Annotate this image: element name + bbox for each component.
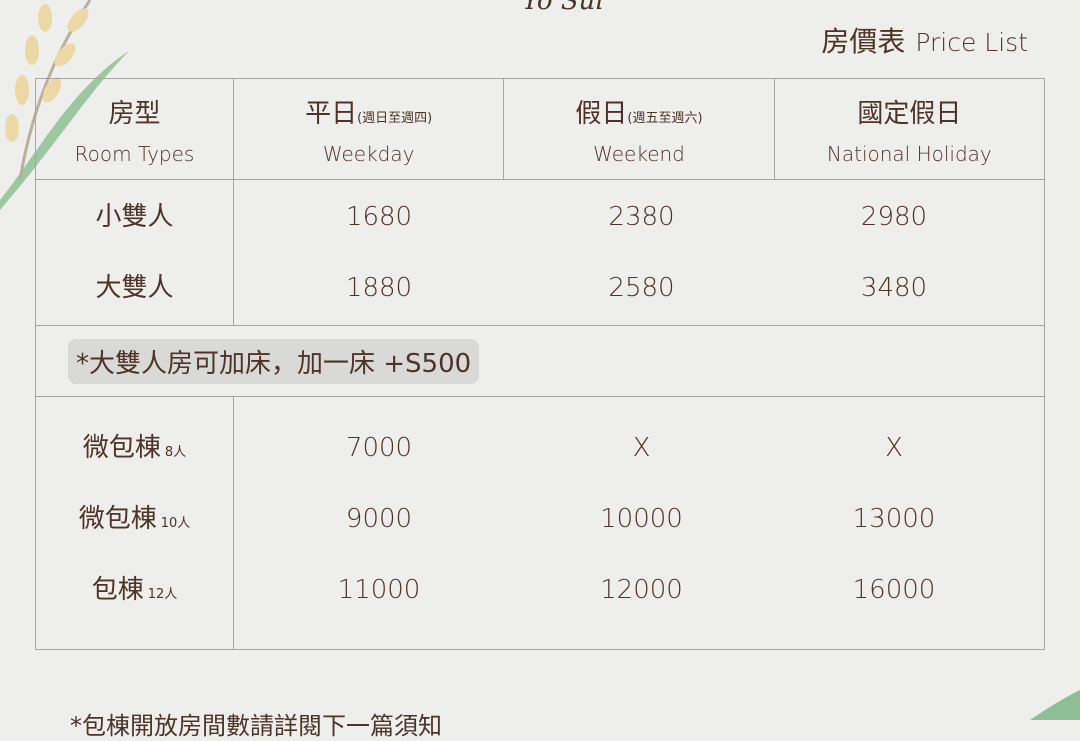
note-cell: *大雙人房可加床，加一床 +S500 — [35, 325, 1045, 397]
building-label: 包棟 — [91, 574, 144, 605]
room-name: 小雙人 — [95, 201, 174, 232]
header-weekday: 平日(週日至週四) Weekday — [232, 78, 505, 180]
header-en: Weekend — [593, 141, 685, 166]
price-weekend: 2380 — [608, 202, 675, 232]
price-holiday: 2980 — [860, 202, 928, 232]
building-label: 微包棟 — [78, 503, 157, 534]
header-sub: (週日至週四) — [357, 110, 433, 126]
logo: Yo Sui — [522, 0, 604, 16]
price-table: 房型 Room Types 平日(週日至週四) Weekday 假日(週五至週六) W… — [35, 78, 1046, 650]
building-name: 微包棟 10人 — [36, 484, 233, 555]
title-zh: 房價表 — [821, 25, 906, 58]
footer-note: *包棟開放房間數請詳閱下一篇須知 — [70, 712, 442, 740]
price-weekend: 10000 — [600, 504, 683, 534]
price-holiday: 13000 — [852, 504, 936, 534]
table-row: 1880 2580 3480 — [234, 253, 1044, 324]
building-label: 微包棟 — [82, 432, 161, 463]
note-row: *大雙人房可加床，加一床 +S500 — [35, 325, 1045, 397]
price-holiday: 3480 — [860, 273, 928, 303]
header-zh: 房型 — [108, 98, 161, 129]
extra-bed-note: *大雙人房可加床，加一床 +S500 — [68, 338, 480, 384]
price-weekday: 1680 — [345, 202, 413, 232]
rooms-section: 小雙人 大雙人 1680 2380 2980 1880 2580 3480 — [35, 179, 1045, 326]
leaf-corner-decoration-icon — [1030, 690, 1080, 720]
building-capacity: 8人 — [164, 444, 187, 460]
table-row: 9000 10000 13000 — [234, 484, 1044, 555]
table-row: 1680 2380 2980 — [234, 182, 1044, 253]
header-weekend: 假日(週五至週六) Weekend — [503, 78, 775, 180]
price-weekend: X — [632, 433, 651, 463]
price-weekday: 11000 — [337, 575, 421, 605]
header-zh: 國定假日 — [857, 98, 962, 129]
price-weekend: 12000 — [600, 575, 683, 605]
price-weekday: 1880 — [345, 273, 413, 303]
header-en: National Holiday — [826, 141, 992, 166]
building-capacity: 10人 — [160, 515, 191, 531]
price-holiday: X — [885, 433, 903, 463]
building-names-cell: 微包棟 8人 微包棟 10人 包棟 12人 — [35, 396, 234, 650]
room-prices-cell: 1680 2380 2980 1880 2580 3480 — [233, 179, 1045, 326]
table-row: 11000 12000 16000 — [234, 555, 1044, 626]
header-zh: 假日 — [575, 98, 628, 129]
header-sub: (週五至週六) — [627, 110, 703, 126]
header-room-types: 房型 Room Types — [35, 78, 234, 180]
header-en: Weekday — [322, 141, 415, 166]
table-row: 7000 X X — [234, 413, 1044, 484]
header-zh: 平日 — [305, 98, 358, 129]
header-en: Room Types — [74, 141, 195, 166]
room-names-cell: 小雙人 大雙人 — [35, 179, 234, 326]
price-weekday: 7000 — [345, 433, 413, 463]
price-weekday: 9000 — [345, 504, 413, 534]
building-name: 包棟 12人 — [36, 555, 233, 626]
price-weekend: 2580 — [608, 273, 675, 303]
building-prices-cell: 7000 X X 9000 10000 13000 11000 12000 16… — [233, 396, 1045, 650]
buildings-section: 微包棟 8人 微包棟 10人 包棟 12人 7000 X X 9000 10000 1… — [35, 396, 1045, 650]
price-holiday: 16000 — [852, 575, 936, 605]
room-name: 大雙人 — [95, 272, 174, 303]
building-name: 微包棟 8人 — [36, 413, 233, 484]
page-title: 房價表 Price List — [821, 20, 1028, 60]
header-holiday: 國定假日 National Holiday — [773, 78, 1046, 180]
table-header-row: 房型 Room Types 平日(週日至週四) Weekday 假日(週五至週六) W… — [35, 78, 1046, 180]
building-capacity: 12人 — [147, 586, 178, 602]
title-en: Price List — [915, 28, 1028, 57]
